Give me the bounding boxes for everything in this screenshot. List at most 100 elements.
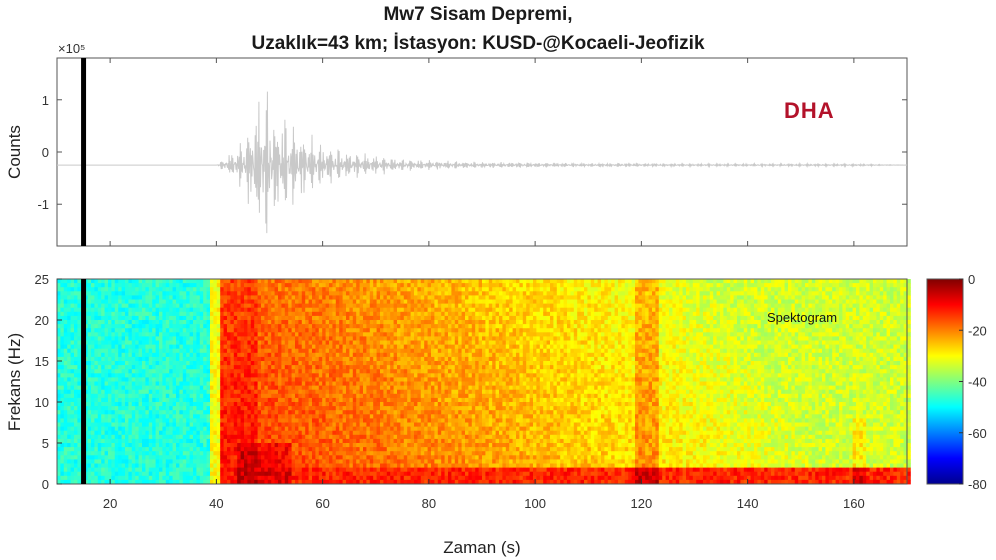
spectrogram-cell (101, 381, 105, 386)
spectrogram-cell (261, 451, 265, 456)
spectrogram-cell (230, 336, 235, 341)
spectrogram-cell (108, 467, 112, 473)
spectrogram-cell (213, 307, 218, 313)
spectrogram-cell (60, 406, 65, 411)
spectrogram-cell (373, 479, 377, 485)
spectrogram-cell (108, 295, 112, 300)
spectrogram-cell (159, 324, 163, 329)
spectrogram-cell (176, 475, 180, 481)
spectrogram-cell (101, 475, 105, 481)
spectrogram-cell (254, 299, 258, 304)
spectrogram-cell (383, 303, 388, 309)
spectrogram-cell (352, 422, 357, 427)
spectrogram-cell (335, 463, 340, 468)
spectrogram-cell (386, 443, 391, 448)
spectrogram-cell (298, 402, 303, 407)
spectrogram-cell (386, 332, 391, 337)
spectrogram-cell (298, 299, 303, 304)
spectrogram-cell (172, 406, 177, 411)
spectrogram-cell (315, 348, 320, 354)
spectrogram-cell (63, 434, 68, 440)
spectrogram-cell (159, 443, 163, 448)
spectrogram-cell (247, 287, 252, 292)
spectrogram-cell (366, 451, 371, 456)
spectrogram-cell (271, 311, 275, 317)
spectrogram-cell (312, 434, 316, 440)
spectrogram-cell (97, 352, 102, 358)
spectrogram-cell (223, 320, 228, 325)
spectrogram-cell (176, 410, 180, 415)
spectrogram-cell (288, 393, 292, 399)
spectrogram-cell (111, 332, 116, 337)
spectrogram-cell (342, 336, 347, 341)
spectrogram-cell (159, 467, 163, 473)
spectrogram-cell (349, 303, 354, 309)
spectrogram-cell (131, 356, 136, 362)
spectrogram-cell (203, 307, 207, 313)
spectrogram-cell (213, 389, 218, 395)
spectrogram-cell (325, 307, 330, 313)
spectrogram-cell (216, 422, 221, 427)
spectrogram-cell (264, 365, 269, 370)
spectrogram-cell (223, 373, 228, 378)
spectrogram-cell (165, 471, 170, 477)
spectrogram-cell (57, 406, 61, 411)
spectrogram-cell (366, 455, 371, 460)
spectrogram-cell (376, 381, 381, 386)
spectrogram-cell (152, 389, 156, 395)
spectrogram-cell (271, 295, 275, 300)
spectrogram-cell (165, 369, 170, 374)
spectrogram-cell (121, 389, 126, 395)
spectrogram-cell (70, 279, 75, 284)
spectrogram-cell (366, 332, 371, 337)
spectrogram-cell (121, 381, 126, 386)
spectrogram-cell (346, 348, 350, 354)
spectrogram-cell (74, 414, 78, 419)
spectrogram-cell (121, 332, 126, 337)
spectrogram-cell (305, 467, 309, 473)
spectrogram-cell (373, 283, 377, 288)
spectrogram-cell (162, 373, 167, 378)
spectrogram-cell (315, 389, 320, 395)
spectrogram-cell (216, 443, 221, 448)
spectrogram-cell (301, 385, 306, 391)
spectrogram-cell (104, 406, 109, 411)
spectrogram-cell (369, 410, 374, 415)
spectrogram-cell (108, 385, 112, 391)
spectrogram-cell (220, 356, 224, 362)
spectrogram-cell (254, 479, 258, 485)
spectrogram-cell (206, 467, 211, 473)
spectrogram-cell (223, 356, 228, 362)
spectrogram-cell (128, 475, 133, 481)
spectrogram-cell (104, 377, 109, 382)
spectrogram-cell (155, 299, 160, 304)
spectrogram-cell (261, 402, 265, 407)
spectrogram-cell (206, 443, 211, 448)
spectrogram-cell (301, 373, 306, 378)
spectrogram-cell (261, 307, 265, 313)
spectrogram-cell (193, 348, 197, 354)
spectrogram-cell (121, 467, 126, 473)
spectrogram-cell (220, 443, 224, 448)
spectrogram-cell (240, 389, 245, 395)
spectrogram-cell (366, 471, 371, 477)
spectrogram-cell (172, 348, 177, 354)
spectrogram-cell (203, 402, 207, 407)
spectrogram-cell (339, 393, 343, 399)
spectrogram-cell (142, 315, 146, 321)
spectrogram-cell (366, 283, 371, 288)
spectrogram-cell (356, 365, 360, 370)
spectrogram-cell (318, 422, 323, 427)
spectrogram-cell (104, 336, 109, 341)
spectrogram-cell (329, 307, 333, 313)
spectrogram-cell (101, 434, 105, 440)
spectrogram-cell (233, 287, 238, 292)
spectrogram-cell (148, 463, 153, 468)
spectrogram-cell (84, 381, 88, 386)
spectrogram-cell (131, 402, 136, 407)
spectrogram-cell (148, 447, 153, 452)
spectrogram-cell (91, 447, 95, 452)
spectrogram-cell (359, 385, 364, 391)
spectrogram-cell (301, 414, 306, 419)
spectrogram-cell (342, 443, 347, 448)
